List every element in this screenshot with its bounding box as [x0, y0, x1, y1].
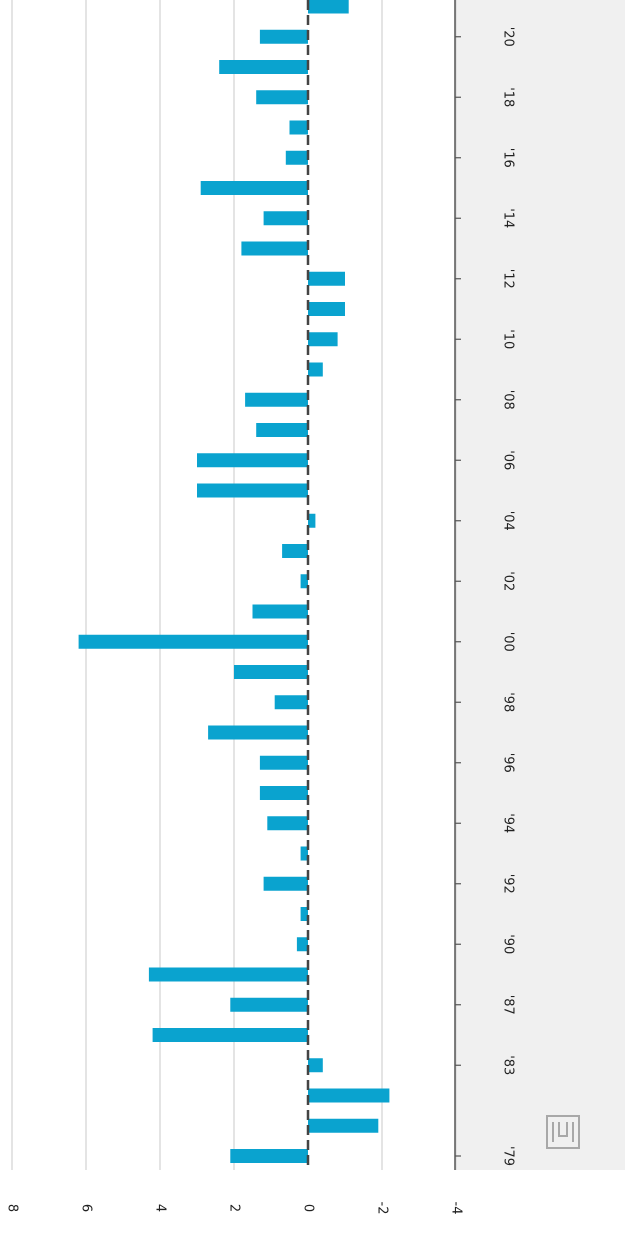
x-tick-label: '20 — [501, 27, 516, 47]
bar — [308, 513, 316, 528]
bar — [308, 1118, 379, 1133]
x-tick-label: '02 — [501, 571, 516, 591]
bar — [241, 241, 308, 256]
x-tick-label: '06 — [501, 450, 516, 470]
bar — [300, 574, 308, 589]
bar — [296, 937, 308, 952]
bar — [234, 665, 308, 679]
bar — [259, 755, 308, 770]
bar — [230, 997, 308, 1012]
x-tick-label: '94 — [501, 813, 516, 833]
x-tick-label: '00 — [501, 632, 516, 652]
x-tick-label: '08 — [501, 390, 516, 410]
x-tick-label: '12 — [501, 269, 516, 289]
logo-icon — [546, 1115, 580, 1149]
y-tick-label: -4 — [449, 1202, 464, 1215]
y-tick-label: 6 — [79, 1204, 94, 1212]
bar — [252, 604, 308, 619]
x-tick-label: '87 — [501, 995, 516, 1015]
bar — [267, 816, 308, 831]
x-tick-label: '96 — [501, 753, 516, 773]
x-tick-label: '18 — [501, 87, 516, 107]
logo-mark — [552, 1122, 574, 1142]
bar — [308, 0, 349, 14]
x-tick-label: '90 — [501, 934, 516, 954]
x-tick-label: '79 — [501, 1146, 516, 1166]
bar — [308, 332, 338, 347]
x-tick-label: '83 — [501, 1055, 516, 1075]
bar — [308, 362, 323, 377]
x-tick-label: '16 — [501, 148, 516, 168]
x-tick-label: '04 — [501, 511, 516, 531]
bar — [197, 483, 308, 498]
bar — [219, 60, 308, 74]
plot-area — [0, 0, 455, 1170]
bar — [200, 181, 308, 195]
bar — [78, 634, 308, 649]
x-tick-label: '92 — [501, 874, 516, 894]
bar — [308, 302, 345, 316]
bar — [263, 876, 308, 891]
bar — [274, 695, 308, 710]
bar — [308, 1058, 323, 1073]
bar — [282, 544, 308, 558]
bar — [197, 453, 308, 468]
y-tick-label: 8 — [5, 1204, 20, 1212]
bar — [148, 967, 308, 982]
x-tick-label: '14 — [501, 208, 516, 228]
bar — [300, 846, 308, 861]
y-tick-label: 2 — [227, 1204, 242, 1212]
bar — [259, 786, 308, 800]
x-tick-label: '98 — [501, 692, 516, 712]
y-tick-label: 4 — [153, 1204, 168, 1212]
bar — [256, 90, 308, 105]
x-tick-label: '10 — [501, 329, 516, 349]
bar — [263, 211, 308, 226]
bar — [308, 271, 345, 286]
bar — [285, 150, 308, 165]
bar — [308, 1088, 390, 1103]
bar — [256, 423, 308, 437]
bar — [300, 907, 308, 921]
bar — [152, 1028, 308, 1042]
bar — [208, 725, 308, 740]
bar — [230, 1149, 308, 1163]
bar — [259, 29, 308, 44]
bar — [245, 392, 308, 407]
x-axis-strip — [455, 0, 625, 1170]
bar — [289, 120, 308, 135]
y-tick-label: 0 — [301, 1204, 316, 1212]
y-tick-label: -2 — [375, 1202, 390, 1215]
